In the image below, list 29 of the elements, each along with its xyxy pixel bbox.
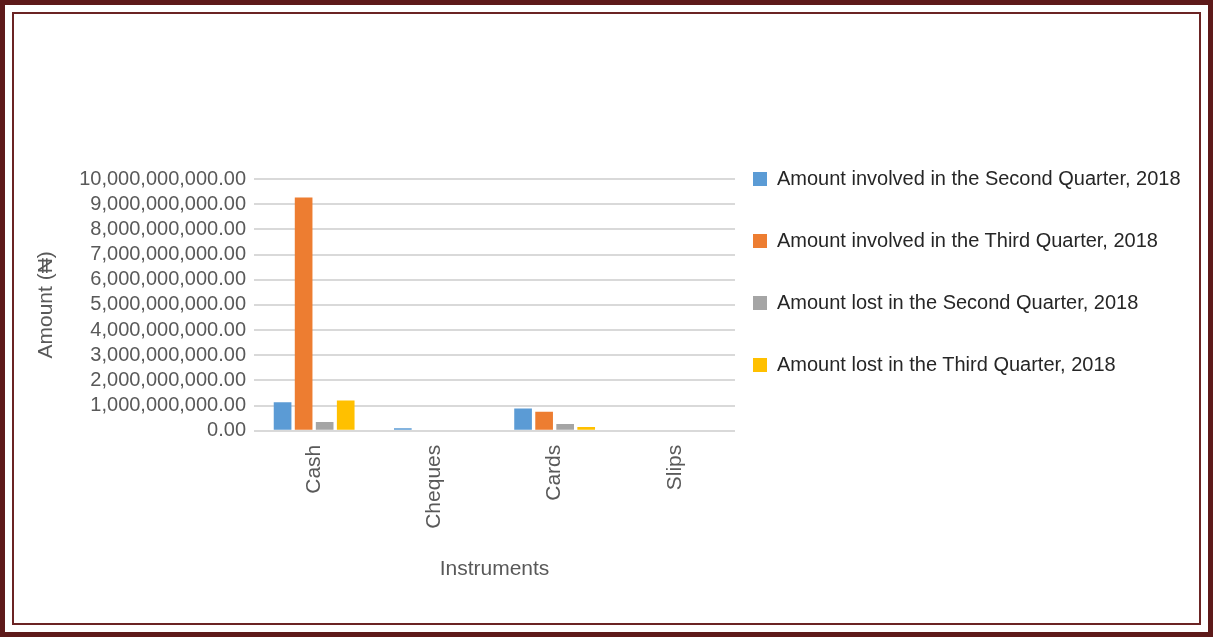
legend-label: Amount involved in the Third Quarter, 2018 — [777, 228, 1158, 251]
bar — [273, 402, 292, 430]
y-tick-label: 6,000,000,000.00 — [90, 267, 247, 290]
bar — [535, 411, 553, 430]
x-tick-label: Cheques — [421, 444, 445, 529]
y-tick-label: 5,000,000,000.00 — [90, 292, 247, 315]
x-tick-label: Cash — [300, 444, 324, 494]
legend-label: Amount involved in the Second Quarter, 2018 — [777, 166, 1181, 189]
bar — [294, 197, 313, 430]
y-tick-label: 4,000,000,000.00 — [90, 317, 247, 340]
y-tick-label: 2,000,000,000.00 — [90, 367, 247, 390]
y-tick-label: 9,000,000,000.00 — [90, 191, 247, 214]
bar — [577, 426, 596, 430]
y-tick-label: 10,000,000,000.00 — [79, 166, 247, 189]
y-tick-label: 0.00 — [207, 418, 247, 441]
bar — [514, 408, 532, 430]
x-tick-label: Cards — [541, 444, 565, 501]
y-tick-label: 1,000,000,000.00 — [90, 393, 247, 416]
y-axis-title: Amount (₦) — [33, 251, 57, 359]
y-tick-label: 7,000,000,000.00 — [90, 242, 247, 265]
legend-label: Amount lost in the Third Quarter, 2018 — [777, 352, 1116, 375]
bar — [556, 423, 574, 430]
legend-label: Amount lost in the Second Quarter, 2018 — [777, 290, 1139, 313]
bar — [315, 421, 334, 430]
y-tick-label: 3,000,000,000.00 — [90, 342, 247, 365]
x-axis-title: Instruments — [439, 556, 550, 580]
x-tick-label: Slips — [661, 444, 685, 491]
y-tick-label: 8,000,000,000.00 — [90, 216, 247, 239]
bar — [336, 400, 355, 430]
